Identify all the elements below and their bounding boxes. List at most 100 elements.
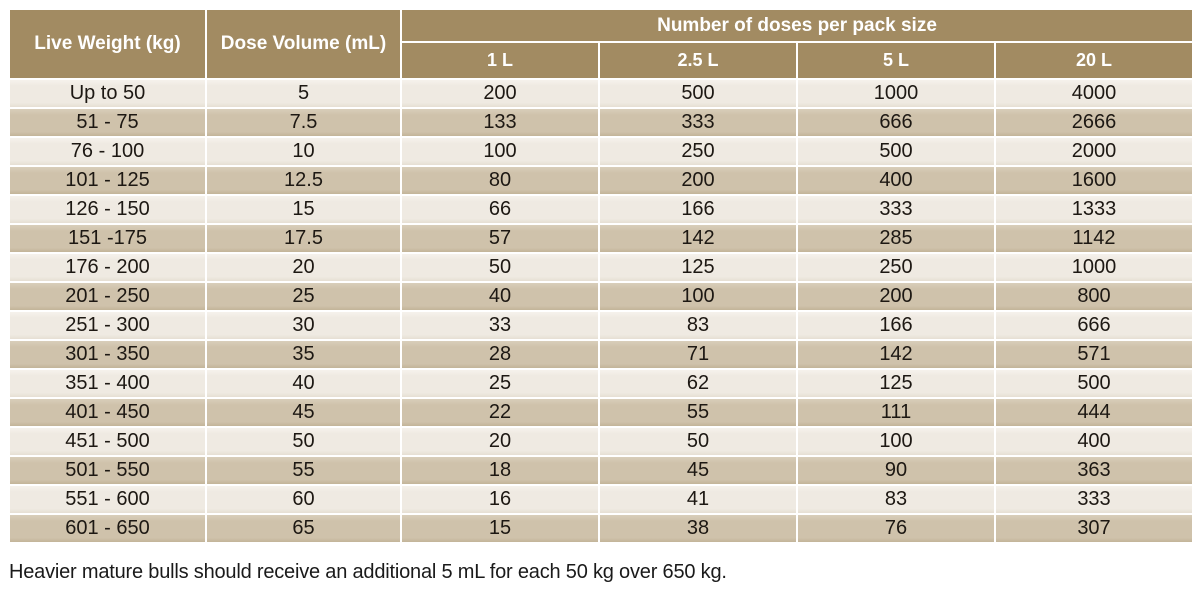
cell-doses-2p5l: 100 [598, 281, 798, 312]
cell-doses-5l: 666 [796, 107, 996, 138]
table-header: Live Weight (kg) Dose Volume (mL) Number… [8, 8, 1195, 80]
table-row: 351 - 400 40 25 62 125 500 [8, 368, 1195, 399]
cell-doses-20l: 363 [993, 455, 1195, 486]
cell-doses-2p5l: 45 [598, 455, 798, 486]
cell-dose-volume: 20 [205, 252, 402, 283]
cell-doses-1l: 40 [400, 281, 600, 312]
cell-dose-volume: 12.5 [205, 165, 402, 196]
cell-doses-20l: 1333 [993, 194, 1195, 225]
cell-live-weight: 351 - 400 [8, 368, 207, 399]
cell-live-weight: 301 - 350 [8, 339, 207, 370]
cell-doses-20l: 307 [993, 513, 1195, 544]
table-body: Up to 50 5 200 500 1000 4000 51 - 75 7.5 133 333 6… [8, 78, 1195, 544]
cell-doses-2p5l: 41 [598, 484, 798, 515]
cell-doses-5l: 125 [796, 368, 996, 399]
col-header-dose-volume: Dose Volume (mL) [205, 8, 402, 80]
cell-doses-1l: 50 [400, 252, 600, 283]
table-row: 201 - 250 25 40 100 200 800 [8, 281, 1195, 312]
table-row: 251 - 300 30 33 83 166 666 [8, 310, 1195, 341]
cell-doses-5l: 76 [796, 513, 996, 544]
cell-doses-20l: 2000 [993, 136, 1195, 167]
table-row: 126 - 150 15 66 166 333 1333 [8, 194, 1195, 225]
cell-dose-volume: 35 [205, 339, 402, 370]
cell-doses-20l: 1142 [993, 223, 1195, 254]
cell-live-weight: 201 - 250 [8, 281, 207, 312]
cell-doses-2p5l: 50 [598, 426, 798, 457]
cell-doses-2p5l: 500 [598, 78, 798, 109]
cell-doses-1l: 20 [400, 426, 600, 457]
header-row-group: Live Weight (kg) Dose Volume (mL) Number… [8, 8, 1195, 80]
table-row: 151 -175 17.5 57 142 285 1142 [8, 223, 1195, 254]
cell-dose-volume: 65 [205, 513, 402, 544]
cell-live-weight: 451 - 500 [8, 426, 207, 457]
cell-doses-1l: 22 [400, 397, 600, 428]
cell-doses-5l: 285 [796, 223, 996, 254]
cell-live-weight: 501 - 550 [8, 455, 207, 486]
cell-doses-2p5l: 71 [598, 339, 798, 370]
cell-live-weight: 251 - 300 [8, 310, 207, 341]
cell-doses-20l: 1600 [993, 165, 1195, 196]
cell-dose-volume: 25 [205, 281, 402, 312]
cell-live-weight: Up to 50 [8, 78, 207, 109]
cell-doses-5l: 1000 [796, 78, 996, 109]
cell-doses-20l: 500 [993, 368, 1195, 399]
cell-doses-1l: 200 [400, 78, 600, 109]
cell-doses-20l: 1000 [993, 252, 1195, 283]
cell-live-weight: 601 - 650 [8, 513, 207, 544]
cell-doses-2p5l: 166 [598, 194, 798, 225]
cell-dose-volume: 10 [205, 136, 402, 167]
table-row: 451 - 500 50 20 50 100 400 [8, 426, 1195, 457]
header-row-pack-sizes: 1 L 2.5 L 5 L 20 L [9, 41, 1195, 80]
cell-doses-20l: 444 [993, 397, 1195, 428]
cell-doses-20l: 400 [993, 426, 1195, 457]
cell-doses-1l: 15 [400, 513, 600, 544]
table-row: 76 - 100 10 100 250 500 2000 [8, 136, 1195, 167]
cell-dose-volume: 17.5 [205, 223, 402, 254]
cell-doses-2p5l: 333 [598, 107, 798, 138]
table-row: 601 - 650 65 15 38 76 307 [8, 513, 1195, 544]
cell-dose-volume: 60 [205, 484, 402, 515]
cell-live-weight: 76 - 100 [8, 136, 207, 167]
cell-doses-2p5l: 125 [598, 252, 798, 283]
cell-doses-5l: 142 [796, 339, 996, 370]
cell-dose-volume: 40 [205, 368, 402, 399]
cell-doses-20l: 666 [993, 310, 1195, 341]
cell-dose-volume: 45 [205, 397, 402, 428]
cell-doses-1l: 66 [400, 194, 600, 225]
col-header-pack-20l: 20 L [993, 41, 1195, 80]
cell-live-weight: 551 - 600 [8, 484, 207, 515]
cell-doses-5l: 111 [796, 397, 996, 428]
cell-doses-2p5l: 200 [598, 165, 798, 196]
cell-doses-1l: 25 [400, 368, 600, 399]
cell-dose-volume: 15 [205, 194, 402, 225]
cell-doses-20l: 4000 [993, 78, 1195, 109]
cell-doses-1l: 33 [400, 310, 600, 341]
cell-doses-2p5l: 250 [598, 136, 798, 167]
cell-doses-1l: 100 [400, 136, 600, 167]
cell-dose-volume: 50 [205, 426, 402, 457]
cell-doses-5l: 500 [796, 136, 996, 167]
cell-doses-20l: 800 [993, 281, 1195, 312]
cell-doses-20l: 2666 [993, 107, 1195, 138]
cell-doses-1l: 18 [400, 455, 600, 486]
cell-doses-2p5l: 142 [598, 223, 798, 254]
cell-doses-5l: 200 [796, 281, 996, 312]
cell-doses-5l: 333 [796, 194, 996, 225]
dose-table: Live Weight (kg) Dose Volume (mL) Number… [8, 8, 1195, 544]
table-row: 401 - 450 45 22 55 111 444 [8, 397, 1195, 428]
cell-live-weight: 51 - 75 [8, 107, 207, 138]
cell-doses-5l: 250 [796, 252, 996, 283]
cell-dose-volume: 5 [205, 78, 402, 109]
footnote-text: Heavier mature bulls should receive an a… [9, 561, 727, 583]
table-row: 51 - 75 7.5 133 333 666 2666 [8, 107, 1195, 138]
cell-doses-2p5l: 62 [598, 368, 798, 399]
cell-doses-5l: 83 [796, 484, 996, 515]
cell-doses-1l: 57 [400, 223, 600, 254]
cell-doses-20l: 333 [993, 484, 1195, 515]
cell-doses-20l: 571 [993, 339, 1195, 370]
table-row: Up to 50 5 200 500 1000 4000 [8, 78, 1195, 109]
cell-doses-1l: 28 [400, 339, 600, 370]
cell-live-weight: 176 - 200 [8, 252, 207, 283]
cell-doses-2p5l: 55 [598, 397, 798, 428]
cell-doses-1l: 80 [400, 165, 600, 196]
